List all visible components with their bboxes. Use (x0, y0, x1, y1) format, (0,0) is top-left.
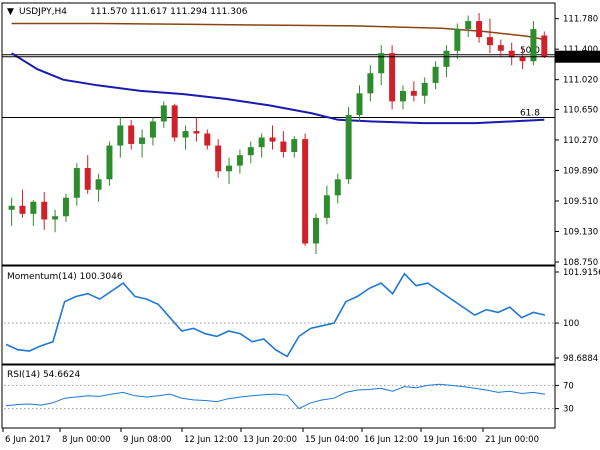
price-pane-frame (1, 2, 556, 266)
candle-body (508, 50, 515, 58)
candle-body (247, 147, 254, 156)
candle-body (128, 125, 135, 144)
time-axis-label: 6 Jun 2017 (5, 435, 51, 445)
candle-body (117, 125, 124, 146)
candle-body (160, 105, 167, 122)
current-price-box (555, 50, 600, 63)
axis-layer: 108.750 109.130 109.510 109.890 110.270 110.6… (2, 15, 600, 445)
momentum-pane-frame (1, 265, 556, 365)
candle-body (193, 131, 200, 134)
candle-body (465, 21, 472, 30)
time-axis-label: 8 Jun 00:00 (62, 435, 111, 445)
candle-body (62, 197, 69, 217)
candle-body (84, 168, 91, 190)
time-axis-label: 9 Jun 08:00 (123, 435, 172, 445)
time-axis-label: 19 Jun 16:00 (423, 435, 477, 445)
price-tick-label: 111.780 (563, 15, 598, 25)
price-tick-label: 108.750 (563, 258, 598, 268)
candle-body (19, 205, 26, 214)
current-price-label: 111.306 (558, 53, 593, 63)
momentum-tick-label: 100 (563, 319, 579, 329)
fib-label: 61.8 (520, 108, 540, 118)
candle-body (226, 165, 233, 172)
candle-body (443, 50, 450, 67)
candle-body (52, 216, 59, 220)
price-tick-label: 109.130 (563, 227, 598, 237)
candle-body (106, 145, 113, 180)
candle-body (334, 179, 341, 196)
candle-body (486, 37, 493, 46)
candle-body (41, 201, 48, 220)
rsi-line (5, 383, 546, 410)
candle-body (171, 105, 178, 138)
candle-body (497, 45, 504, 51)
price-layer: 50.0 61.8 (2, 13, 555, 254)
candle-body (280, 141, 287, 152)
candle-body (530, 29, 537, 62)
candle-body (139, 137, 146, 144)
symbol-timeframe: USDJPY,H4 (19, 7, 67, 17)
candle-body (432, 66, 439, 83)
ma-blue-line (11, 52, 545, 125)
candle-body (541, 35, 548, 57)
candle-body (8, 205, 15, 210)
candle-body (149, 121, 156, 138)
rsi-pane-frame (1, 364, 556, 429)
momentum-title: Momentum(14) 100.3046 (7, 272, 123, 282)
candle-body (454, 29, 461, 51)
candle-body (313, 217, 319, 244)
candle-body (215, 145, 222, 172)
time-axis-label: 12 Jun 12:00 (184, 435, 238, 445)
candle-body (476, 21, 483, 38)
candle-body (30, 201, 37, 214)
candle-body (95, 179, 102, 190)
candle-body (519, 57, 526, 62)
fib-label: 50.0 (520, 46, 540, 56)
time-axis-label: 13 Jun 20:00 (243, 435, 297, 445)
candle-body (378, 53, 385, 74)
price-tick-label: 109.890 (563, 166, 598, 176)
ohlc-readout: 111.570 111.617 111.294 111.306 (90, 7, 248, 17)
rsi-title: RSI(14) 54.6624 (7, 370, 80, 380)
candle-body (236, 155, 243, 166)
candle-body (345, 115, 352, 180)
candle-body (399, 90, 406, 102)
candle-body (258, 137, 265, 148)
candle-body (73, 168, 80, 198)
time-axis-label: 16 Jun 12:00 (364, 435, 418, 445)
momentum-layer (4, 272, 554, 358)
candle-body (389, 53, 396, 102)
rsi-tick-label: 30 (563, 405, 574, 415)
candle-body (302, 139, 309, 244)
price-tick-label: 109.510 (563, 197, 598, 207)
candle-body (356, 93, 363, 116)
momentum-line (5, 272, 546, 358)
dropdown-triangle-icon[interactable]: ▼ (7, 7, 14, 17)
momentum-tick-label: 98.6884 (563, 354, 598, 364)
candle-body (367, 73, 374, 94)
time-axis-label: 15 Jun 04:00 (305, 435, 359, 445)
candle-body (269, 137, 276, 142)
candle-body (291, 139, 298, 152)
rsi-layer (4, 383, 554, 410)
candle-body (323, 195, 330, 218)
candle-body (182, 131, 189, 138)
price-tick-label: 110.650 (563, 105, 598, 115)
candle-body (421, 82, 428, 96)
price-tick-label: 111.400 (563, 45, 598, 55)
price-tick-label: 111.020 (563, 76, 598, 86)
ma-brown-line (11, 22, 545, 41)
candle-body (410, 90, 417, 96)
rsi-tick-label: 70 (563, 381, 574, 391)
time-axis-label: 21 Jun 00:00 (485, 435, 539, 445)
candle-body (204, 133, 211, 146)
momentum-tick-label: 101.9156 (563, 268, 600, 278)
price-tick-label: 110.270 (563, 136, 598, 146)
